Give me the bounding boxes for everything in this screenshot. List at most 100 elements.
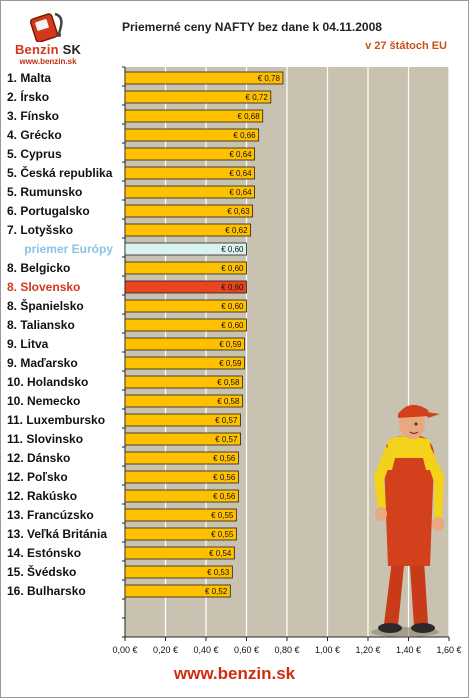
data-label: € 0,62 bbox=[225, 226, 248, 235]
bar bbox=[124, 432, 241, 446]
data-label: € 0,52 bbox=[205, 587, 228, 596]
category-label: 10. Holandsko bbox=[7, 375, 88, 389]
category-label: 8. Taliansko bbox=[7, 318, 75, 332]
x-tick-label: 0,40 € bbox=[193, 645, 218, 655]
data-label: € 0,54 bbox=[209, 549, 232, 558]
data-label: € 0,56 bbox=[213, 473, 236, 482]
chart-subtitle: v 27 štátoch EU bbox=[365, 40, 447, 52]
data-label: € 0,64 bbox=[229, 169, 252, 178]
category-label: 8. Belgicko bbox=[7, 261, 70, 275]
bar bbox=[124, 280, 247, 294]
category-label: 10. Nemecko bbox=[7, 394, 80, 408]
bar bbox=[124, 375, 243, 389]
data-label: € 0,64 bbox=[229, 150, 252, 159]
data-label: € 0,59 bbox=[219, 359, 242, 368]
category-label: priemer Európy bbox=[24, 242, 113, 256]
category-label: 13. Veľká Británia bbox=[7, 527, 107, 541]
bar bbox=[124, 318, 247, 332]
category-label: 4. Grécko bbox=[7, 128, 62, 142]
bar bbox=[124, 71, 284, 85]
category-label: 12. Rakúsko bbox=[7, 489, 77, 503]
bar bbox=[124, 261, 247, 275]
bar bbox=[124, 470, 239, 484]
x-tick-label: 1,00 € bbox=[315, 645, 340, 655]
bar bbox=[124, 565, 233, 579]
data-label: € 0,56 bbox=[213, 492, 236, 501]
bar bbox=[124, 90, 272, 104]
data-label: € 0,64 bbox=[229, 188, 252, 197]
bar bbox=[124, 394, 243, 408]
category-label: 7. Lotyšsko bbox=[7, 223, 73, 237]
bar bbox=[124, 166, 256, 180]
data-label: € 0,55 bbox=[211, 530, 234, 539]
data-label: € 0,57 bbox=[215, 416, 238, 425]
chart-title: Priemerné ceny NAFTY bez dane k 04.11.20… bbox=[122, 20, 382, 34]
bar bbox=[124, 147, 256, 161]
bar bbox=[124, 204, 253, 218]
bar bbox=[124, 584, 231, 598]
mascot-figure-icon bbox=[371, 404, 444, 637]
x-tick-label: 1,60 € bbox=[436, 645, 461, 655]
data-label: € 0,72 bbox=[246, 93, 269, 102]
category-label: 6. Portugalsko bbox=[7, 204, 90, 218]
bar bbox=[124, 413, 241, 427]
x-tick-label: 0,00 € bbox=[112, 645, 137, 655]
logo-text-suffix: SK bbox=[62, 42, 82, 57]
data-label: € 0,78 bbox=[258, 74, 281, 83]
data-label: € 0,60 bbox=[221, 245, 244, 254]
bar bbox=[124, 451, 239, 465]
data-label: € 0,60 bbox=[221, 264, 244, 273]
data-label: € 0,66 bbox=[233, 131, 256, 140]
x-tick-label: 0,60 € bbox=[234, 645, 259, 655]
category-label: 9. Litva bbox=[7, 337, 49, 351]
footer-url: www.benzin.sk bbox=[173, 664, 296, 683]
category-label: 8. Španielsko bbox=[7, 298, 84, 313]
category-label: 13. Francúzsko bbox=[7, 508, 94, 522]
data-label: € 0,55 bbox=[211, 511, 234, 520]
category-label: 9. Maďarsko bbox=[7, 356, 78, 370]
category-label: 8. Slovensko bbox=[7, 280, 80, 294]
bar bbox=[124, 337, 245, 351]
data-label: € 0,68 bbox=[237, 112, 260, 121]
category-label: 2. Írsko bbox=[7, 89, 49, 104]
category-label: 14. Estónsko bbox=[7, 546, 81, 560]
bar bbox=[124, 223, 251, 237]
benzin-logo: Benzin SK www.benzin.sk bbox=[6, 8, 90, 66]
category-label: 1. Malta bbox=[7, 71, 51, 85]
fuel-pump-logo-icon bbox=[30, 12, 63, 42]
logo-text-main: Benzin bbox=[14, 42, 59, 57]
data-label: € 0,60 bbox=[221, 321, 244, 330]
category-label: 11. Slovinsko bbox=[7, 432, 83, 446]
bar bbox=[124, 128, 260, 142]
bar bbox=[124, 299, 247, 313]
bar bbox=[124, 508, 237, 522]
bar bbox=[124, 527, 237, 541]
x-tick-label: 1,40 € bbox=[396, 645, 421, 655]
category-label: 3. Fínsko bbox=[7, 109, 59, 123]
category-label: 5. Česká republika bbox=[7, 165, 113, 180]
category-label: 5. Rumunsko bbox=[7, 185, 82, 199]
data-label: € 0,57 bbox=[215, 435, 238, 444]
data-label: € 0,60 bbox=[221, 302, 244, 311]
category-label: 5. Cyprus bbox=[7, 147, 62, 161]
x-tick-label: 0,80 € bbox=[274, 645, 299, 655]
data-label: € 0,58 bbox=[217, 378, 240, 387]
category-label: 16. Bulharsko bbox=[7, 584, 86, 598]
bar bbox=[124, 109, 264, 123]
x-tick-label: 1,20 € bbox=[355, 645, 380, 655]
category-label: 15. Švédsko bbox=[7, 564, 76, 579]
bar bbox=[124, 185, 256, 199]
data-label: € 0,59 bbox=[219, 340, 242, 349]
bar bbox=[124, 546, 235, 560]
category-label: 12. Dánsko bbox=[7, 451, 70, 465]
bar bbox=[124, 489, 239, 503]
data-label: € 0,53 bbox=[207, 568, 230, 577]
category-label: 11. Luxembursko bbox=[7, 413, 105, 427]
bar bbox=[124, 356, 245, 370]
bar bbox=[124, 242, 247, 256]
data-label: € 0,63 bbox=[227, 207, 250, 216]
x-tick-label: 0,20 € bbox=[153, 645, 178, 655]
data-label: € 0,58 bbox=[217, 397, 240, 406]
logo-url: www.benzin.sk bbox=[19, 57, 77, 66]
